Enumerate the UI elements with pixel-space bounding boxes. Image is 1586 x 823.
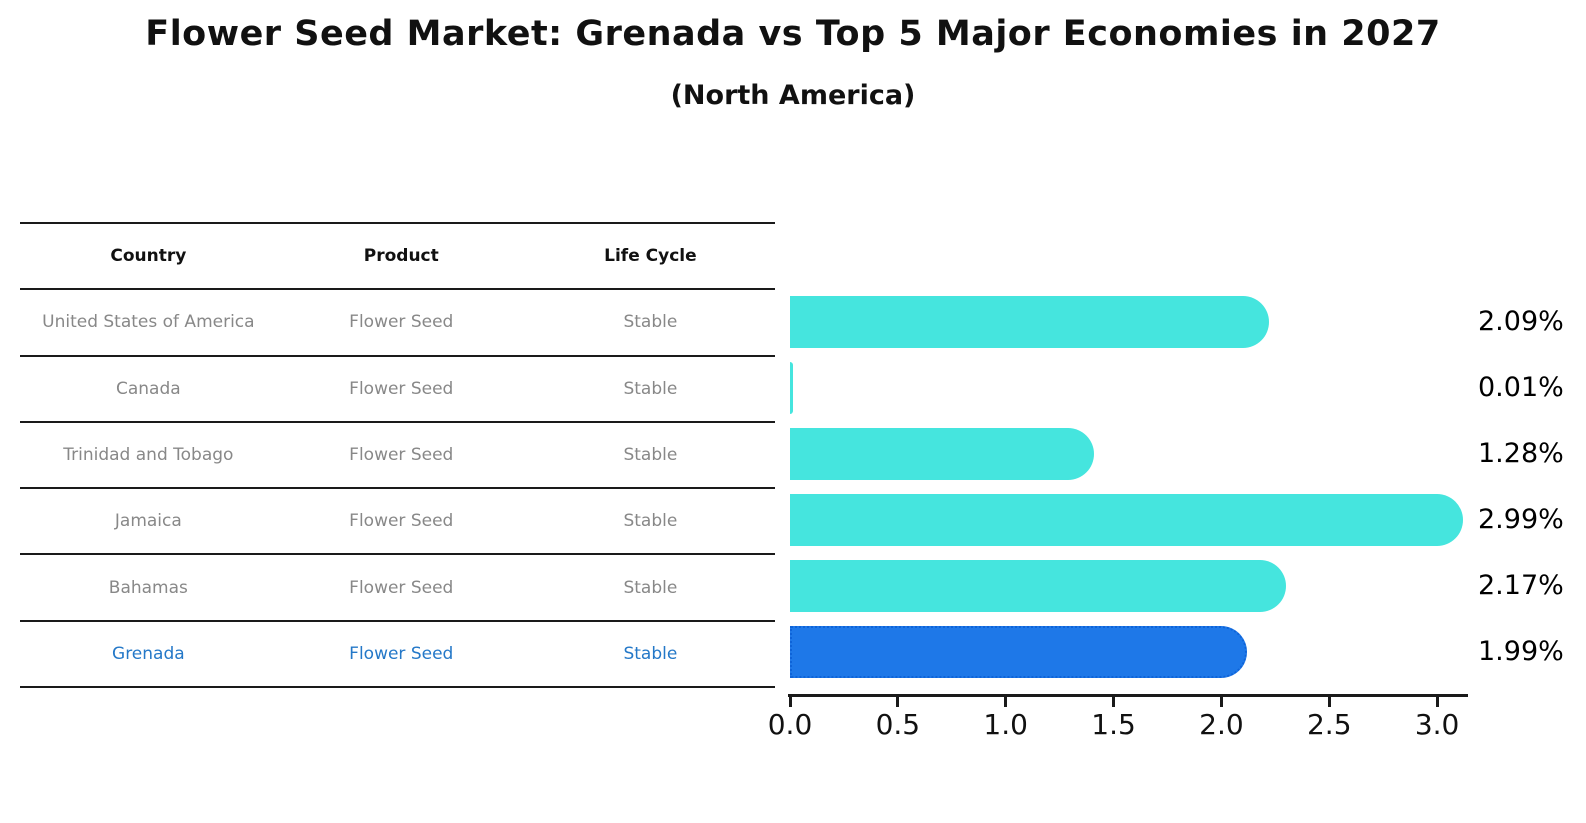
cell-country: Canada	[115, 378, 181, 399]
table-row: United States of America Flower Seed Sta…	[20, 288, 775, 354]
x-tick-label: 2.5	[1306, 708, 1352, 741]
value-label: 0.01%	[1478, 372, 1564, 403]
value-label: 1.99%	[1478, 636, 1564, 667]
x-tick-label: 0.0	[767, 708, 813, 741]
cell-product: Flower Seed	[349, 511, 454, 532]
x-tick-mark	[788, 697, 792, 707]
cell-life-cycle: Stable	[623, 378, 678, 399]
chart-title: Flower Seed Market: Grenada vs Top 5 Maj…	[145, 14, 1441, 54]
table-row-highlighted: Grenada Flower Seed Stable	[20, 619, 775, 686]
x-tick-mark	[896, 697, 900, 707]
bar-jamaica	[790, 494, 1463, 546]
cell-life-cycle: Stable	[623, 445, 678, 466]
x-tick-mark	[1327, 697, 1331, 707]
x-tick-label: 3.0	[1414, 708, 1460, 741]
cell-life-cycle: Stable	[623, 643, 678, 664]
cell-country: Grenada	[112, 643, 185, 664]
bar-bahamas	[790, 560, 1287, 612]
value-label: 2.99%	[1478, 504, 1564, 535]
bar-trinidad	[790, 428, 1095, 480]
cell-country: Trinidad and Tobago	[63, 445, 234, 466]
cell-product: Flower Seed	[349, 577, 454, 598]
bar-grenada-highlighted	[790, 626, 1248, 678]
x-tick-label: 1.0	[983, 708, 1028, 741]
x-tick-mark	[1004, 697, 1008, 707]
value-label: 1.28%	[1478, 438, 1564, 469]
x-tick-mark	[1435, 697, 1439, 707]
x-tick-label: 0.5	[875, 708, 921, 741]
bar-united-states	[790, 296, 1269, 348]
x-tick-mark	[1219, 697, 1223, 707]
x-axis-line	[788, 694, 1468, 697]
table-row: Jamaica Flower Seed Stable	[20, 487, 775, 553]
table-header-row: Country Product Life Cycle	[20, 222, 775, 288]
table-row: Trinidad and Tobago Flower Seed Stable	[20, 420, 775, 487]
column-header-product: Product	[363, 246, 439, 267]
country-table: Country Product Life Cycle United States…	[20, 222, 775, 689]
cell-product: Flower Seed	[349, 312, 454, 333]
cell-life-cycle: Stable	[623, 577, 678, 598]
cell-product: Flower Seed	[349, 643, 454, 664]
cell-product: Flower Seed	[349, 378, 454, 399]
cell-country: Bahamas	[108, 577, 188, 598]
x-tick-label: 1.5	[1091, 708, 1136, 741]
cell-product: Flower Seed	[349, 445, 454, 466]
x-tick-label: 2.0	[1199, 708, 1244, 741]
table-row: Canada Flower Seed Stable	[20, 354, 775, 421]
column-header-life-cycle: Life Cycle	[604, 246, 697, 267]
table-row: Bahamas Flower Seed Stable	[20, 553, 775, 619]
cell-country: Jamaica	[114, 511, 182, 532]
column-header-country: Country	[110, 246, 187, 267]
value-label: 2.09%	[1478, 306, 1564, 337]
bar-canada	[790, 362, 793, 414]
cell-life-cycle: Stable	[623, 511, 678, 532]
x-tick-mark	[1112, 697, 1116, 707]
cell-country: United States of America	[42, 312, 255, 333]
value-label: 2.17%	[1478, 570, 1564, 601]
chart-subtitle: (North America)	[670, 80, 916, 111]
cell-life-cycle: Stable	[623, 312, 678, 333]
